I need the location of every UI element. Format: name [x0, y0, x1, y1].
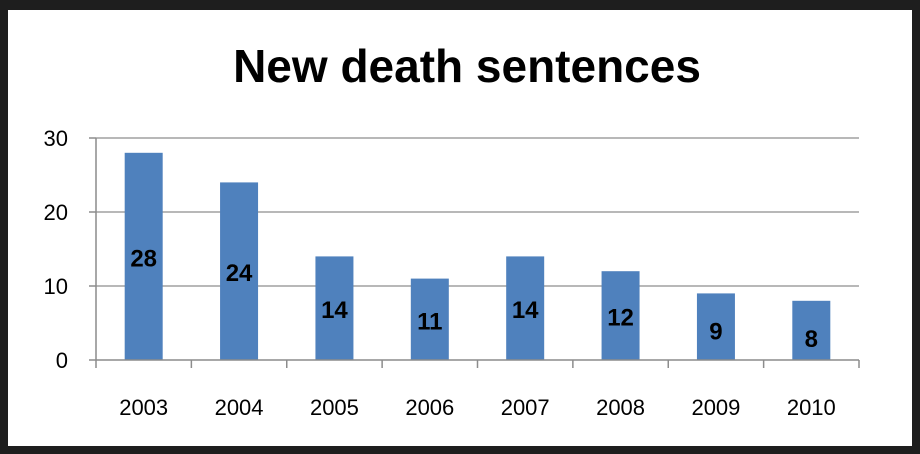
y-tick-label: 0: [56, 348, 68, 373]
y-tick-label: 20: [44, 200, 68, 225]
x-tick-label-2005: 2005: [310, 395, 359, 420]
chart-frame: New death sentences 0 10 20 30 28 2003 24 2004 1…: [8, 10, 912, 446]
bar-2003: [124, 152, 163, 360]
bar-2005: [315, 256, 354, 360]
bar-chart: New death sentences 0 10 20 30 28 2003 24 2004 1…: [44, 40, 860, 420]
bar-2006: [410, 278, 449, 360]
data-label-2010: 8: [805, 326, 818, 353]
x-tick-label-2009: 2009: [691, 395, 740, 420]
data-label-2004: 24: [226, 260, 253, 287]
y-tick-label: 10: [44, 274, 68, 299]
chart-title: New death sentences: [233, 40, 701, 92]
data-label-2005: 14: [321, 297, 348, 324]
data-label-2006: 11: [417, 308, 442, 335]
bar-2004: [220, 182, 259, 360]
bar-2010: [792, 300, 831, 360]
bar-2007: [506, 256, 545, 360]
x-tick-label-2008: 2008: [596, 395, 645, 420]
data-label-2008: 12: [607, 305, 634, 332]
bars: [124, 152, 831, 360]
x-tick-label-2003: 2003: [119, 395, 168, 420]
bar-2008: [601, 271, 640, 360]
y-tick-label: 30: [44, 126, 68, 151]
bar-2009: [696, 293, 735, 360]
x-tick-label-2007: 2007: [501, 395, 550, 420]
labels: 0 10 20 30 28 2003 24 2004 14 2005 11 2006 14 2007 12 2…: [44, 126, 836, 420]
axes: [89, 137, 860, 368]
x-tick-label-2004: 2004: [215, 395, 264, 420]
data-label-2007: 14: [512, 297, 539, 324]
gridlines: [96, 137, 859, 287]
data-label-2003: 28: [130, 245, 157, 272]
data-label-2009: 9: [709, 318, 722, 345]
x-tick-label-2010: 2010: [787, 395, 836, 420]
x-tick-label-2006: 2006: [405, 395, 454, 420]
